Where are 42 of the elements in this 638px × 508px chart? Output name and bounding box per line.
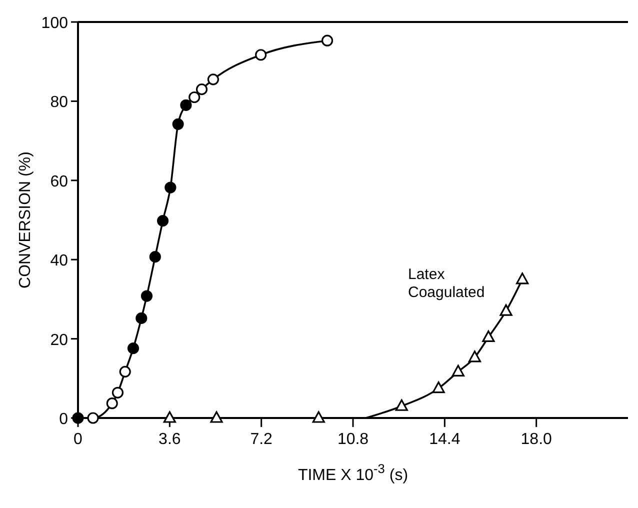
point xyxy=(255,49,267,61)
y-tick-label: 60 xyxy=(50,173,68,190)
point xyxy=(149,251,161,263)
point xyxy=(156,214,169,227)
y-tick-label: 40 xyxy=(50,252,68,270)
point xyxy=(452,364,464,376)
point xyxy=(180,99,192,111)
x-tick-label: 14.4 xyxy=(429,431,460,448)
point xyxy=(500,304,512,316)
point xyxy=(119,366,131,378)
y-tick-label: 80 xyxy=(50,94,68,112)
point xyxy=(106,398,118,410)
x-tick-label: 3.6 xyxy=(158,431,181,448)
point xyxy=(172,118,184,130)
x-tick-label: 18.0 xyxy=(520,431,552,448)
point xyxy=(312,411,325,423)
point xyxy=(432,382,445,394)
point xyxy=(482,330,495,342)
x-axis-title: TIME X 10$^{-3}$ (s) xyxy=(298,460,408,484)
x-tick-label: 7.2 xyxy=(250,431,273,448)
point xyxy=(164,182,176,194)
point xyxy=(210,411,223,423)
point xyxy=(136,312,148,324)
x-tick-label: 0 xyxy=(74,431,83,448)
y-tick-label: 20 xyxy=(50,332,68,349)
point xyxy=(188,91,200,104)
point xyxy=(321,34,334,46)
point xyxy=(196,84,208,96)
point xyxy=(140,290,153,302)
annotation: Latex Coagulated xyxy=(408,266,485,302)
y-tick-label: 0 xyxy=(59,411,68,428)
point xyxy=(395,399,408,411)
x-tick-label: 10.8 xyxy=(337,431,369,448)
point xyxy=(207,74,220,86)
y-tick-label: 100 xyxy=(41,15,68,32)
point xyxy=(112,386,124,398)
point xyxy=(516,272,529,284)
point xyxy=(163,411,176,423)
point xyxy=(127,342,140,354)
point xyxy=(468,350,482,362)
y-axis-title: CONVERSION (%) xyxy=(17,152,34,288)
point xyxy=(87,412,99,424)
